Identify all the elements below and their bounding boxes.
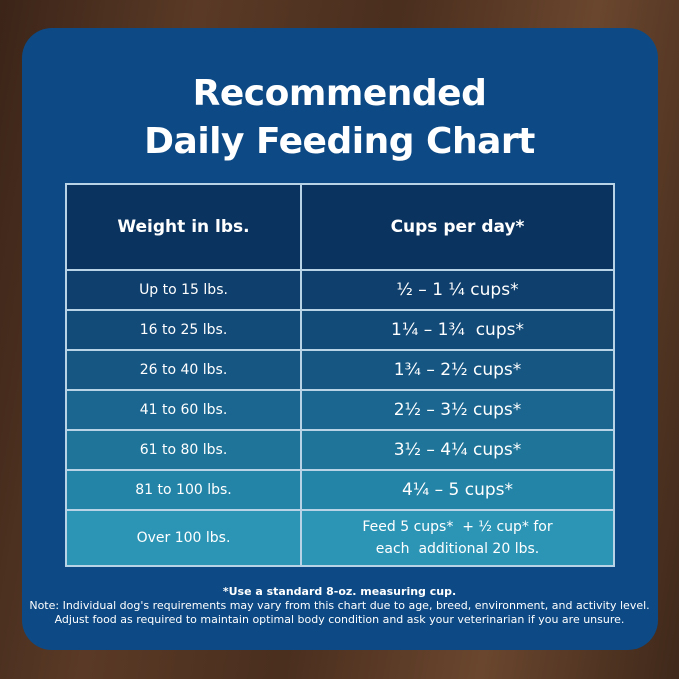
cups-line-2: each additional 20 lbs. — [375, 541, 540, 557]
table-row: Up to 15 lbs. ½ – 1 ¼ cups* — [65, 269, 615, 311]
cups-cell: 1¼ – 1¾ cups* — [300, 309, 615, 351]
note-line-1: Note: Individual dog's requirements may … — [29, 599, 650, 612]
title-line-2: Daily Feeding Chart — [144, 121, 535, 162]
table-row: 26 to 40 lbs. 1¾ – 2½ cups* — [65, 349, 615, 391]
table-row: Over 100 lbs. Feed 5 cups* + ½ cup* for ea… — [65, 509, 615, 567]
cups-cell: 2½ – 3½ cups* — [300, 389, 615, 431]
weight-cell: 41 to 60 lbs. — [65, 389, 302, 431]
weight-cell: 16 to 25 lbs. — [65, 309, 302, 351]
table-row: 41 to 60 lbs. 2½ – 3½ cups* — [65, 389, 615, 431]
note-line-2: Adjust food as required to maintain opti… — [54, 613, 625, 626]
header-weight: Weight in lbs. — [65, 183, 302, 271]
cups-cell: 4¼ – 5 cups* — [300, 469, 615, 511]
weight-cell: Up to 15 lbs. — [65, 269, 302, 311]
cups-cell: 3½ – 4¼ cups* — [300, 429, 615, 471]
table-row: 81 to 100 lbs. 4¼ – 5 cups* — [65, 469, 615, 511]
table-row: 16 to 25 lbs. 1¼ – 1¾ cups* — [65, 309, 615, 351]
header-cups: Cups per day* — [300, 183, 615, 271]
title-line-1: Recommended — [192, 73, 487, 114]
table-header: Weight in lbs. Cups per day* — [65, 183, 615, 271]
cups-cell: ½ – 1 ¼ cups* — [300, 269, 615, 311]
weight-cell: 81 to 100 lbs. — [65, 469, 302, 511]
cups-line-1: Feed 5 cups* + ½ cup* for — [362, 519, 553, 535]
weight-cell: Over 100 lbs. — [65, 509, 302, 567]
weight-cell: 61 to 80 lbs. — [65, 429, 302, 471]
page-title: Recommended Daily Feeding Chart — [0, 70, 679, 166]
cups-cell: Feed 5 cups* + ½ cup* for each additional… — [300, 509, 615, 567]
table-row: 61 to 80 lbs. 3½ – 4¼ cups* — [65, 429, 615, 471]
feeding-table: Weight in lbs. Cups per day* Up to 15 lb… — [65, 183, 615, 567]
footnote: *Use a standard 8-oz. measuring cup. — [222, 585, 457, 598]
weight-cell: 26 to 40 lbs. — [65, 349, 302, 391]
cups-cell: 1¾ – 2½ cups* — [300, 349, 615, 391]
